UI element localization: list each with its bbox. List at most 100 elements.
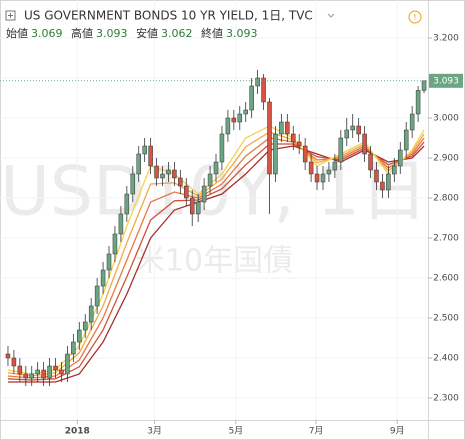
watermark-name: 米10年国債 <box>135 244 293 279</box>
y-tick-label: 2.700 <box>433 234 459 244</box>
candle-body <box>41 369 46 379</box>
candle-body <box>415 90 421 115</box>
candle-body <box>184 185 189 199</box>
y-tick-label: 3.000 <box>433 114 459 124</box>
candle-body <box>71 341 76 355</box>
header: US GOVERNMENT BONDS 10 YR YIELD, 1日, TVC… <box>5 9 422 40</box>
candle-body <box>285 121 290 135</box>
candle-body <box>65 353 70 375</box>
candle-body <box>225 117 231 135</box>
candle-body <box>189 197 195 215</box>
open-label: 始値 <box>6 26 28 40</box>
candle-body <box>386 173 391 191</box>
candle-body <box>368 153 373 171</box>
candle-body <box>166 169 171 175</box>
candle-body <box>374 169 379 183</box>
candle-body <box>296 141 302 147</box>
close-value: 3.093 <box>226 27 258 40</box>
candles <box>5 70 427 386</box>
candle-body <box>77 329 82 343</box>
candle-body <box>5 353 11 359</box>
high-label: 高値 <box>71 26 93 40</box>
candle-body <box>154 165 159 179</box>
candle-body <box>53 365 58 371</box>
grid <box>0 0 428 420</box>
open-value: 3.069 <box>31 27 63 40</box>
candle-body <box>23 373 29 379</box>
candle-body <box>124 193 130 215</box>
candle-body <box>47 365 52 379</box>
alert-mark: ! <box>413 13 416 22</box>
candle-body <box>17 365 23 375</box>
last-price-label: 3.093 <box>433 76 459 86</box>
y-tick-label: 2.500 <box>433 314 459 324</box>
candle-body <box>213 161 219 175</box>
candle-body <box>100 269 106 287</box>
candle-body <box>344 129 350 139</box>
x-tick-label: 9月 <box>390 426 405 437</box>
candle-body <box>29 373 34 379</box>
candle-body <box>279 121 284 135</box>
candle-body <box>261 77 266 103</box>
candle-body <box>106 253 112 271</box>
candle-body <box>350 125 355 131</box>
candle-body <box>255 77 260 87</box>
candle-body <box>392 165 397 175</box>
y-tick-label: 2.900 <box>433 154 459 164</box>
candle-body <box>409 113 415 131</box>
candle-body <box>308 161 314 175</box>
candle-body <box>118 213 124 235</box>
candle-body <box>398 149 403 167</box>
candle-body <box>178 177 183 187</box>
candle-body <box>237 113 243 123</box>
candle-body <box>421 80 427 91</box>
candle-body <box>82 321 88 331</box>
y-tick-label: 2.400 <box>433 354 459 364</box>
x-tick-label: 7月 <box>309 426 324 437</box>
candle-body <box>326 169 332 175</box>
candle-body <box>160 173 165 179</box>
candle-body <box>219 133 225 163</box>
candle-body <box>356 125 361 135</box>
candle-body <box>320 173 326 183</box>
candle-body <box>148 145 153 167</box>
candle-body <box>11 357 17 367</box>
x-tick-label: 3月 <box>147 426 162 437</box>
candle-body <box>267 101 272 175</box>
expand-icon[interactable] <box>5 10 16 21</box>
candle-body <box>201 185 207 203</box>
candle-body <box>59 369 64 375</box>
candle-body <box>362 133 367 155</box>
candle-body <box>249 85 254 111</box>
candle-body <box>403 129 409 151</box>
candle-body <box>243 109 248 115</box>
y-tick-label: 2.600 <box>433 274 459 284</box>
candle-body <box>291 133 296 143</box>
candle-body <box>338 137 344 163</box>
low-value: 3.062 <box>161 27 193 40</box>
candle-body <box>273 133 278 175</box>
candle-body <box>172 169 177 179</box>
axes: 2.300 2.400 2.500 2.600 2.700 2.800 2.900 3.000… <box>0 34 463 437</box>
candle-body <box>231 117 237 123</box>
alert-icon[interactable] <box>408 10 422 24</box>
y-tick-label: 3.200 <box>433 34 459 44</box>
candle-body <box>130 173 136 195</box>
candle-body <box>94 285 100 307</box>
candle-body <box>332 161 338 171</box>
candle-body <box>302 145 308 163</box>
x-tick-label: 5月 <box>228 426 243 437</box>
candle-body <box>314 173 320 183</box>
y-tick-label: 2.800 <box>433 194 459 204</box>
candle-body <box>112 233 118 255</box>
last-price-box <box>429 73 463 88</box>
y-tick-label: 2.300 <box>433 394 459 404</box>
candle-body <box>35 369 40 375</box>
close-label: 終値 <box>201 26 223 40</box>
candle-body <box>88 305 94 323</box>
dropdown-icon[interactable] <box>327 13 335 18</box>
high-value: 3.093 <box>96 27 128 40</box>
